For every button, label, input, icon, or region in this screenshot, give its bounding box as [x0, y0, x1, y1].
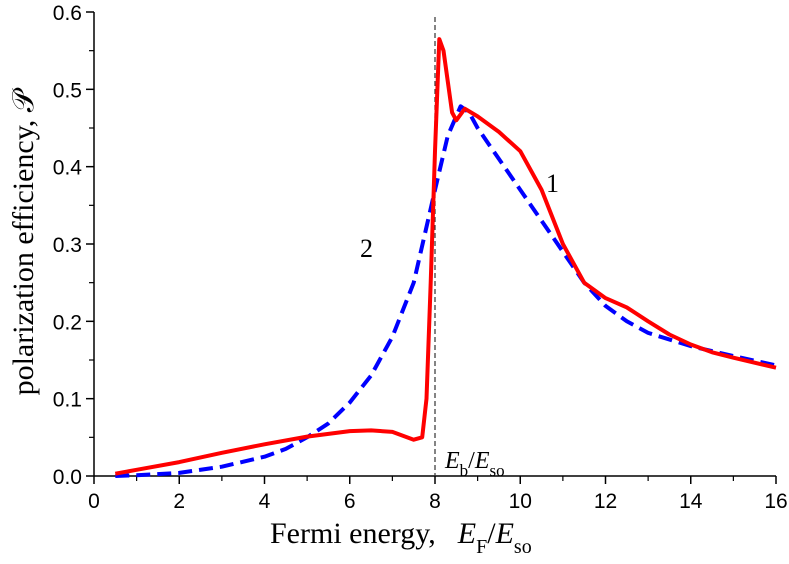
series-2-line	[115, 104, 777, 478]
x-tick-label: 16	[764, 490, 787, 513]
y-tick-label: 0.4	[53, 157, 83, 180]
y-tick-label: 0.6	[53, 2, 82, 25]
y-axis-label: polarization efficiency, 𝒫	[7, 87, 40, 395]
x-tick-label: 10	[509, 490, 532, 513]
y-tick-label: 0.1	[53, 389, 82, 412]
x-tick-label: 0	[88, 490, 100, 513]
x-tick-label: 6	[344, 490, 356, 513]
y-tick-label: 0.0	[53, 466, 82, 489]
y-tick-label: 0.2	[53, 311, 82, 334]
x-tick-label: 2	[173, 490, 185, 513]
y-tick-label: 0.3	[53, 234, 82, 257]
x-axis-label: Fermi energy, EF/Eso	[270, 517, 532, 558]
series-label-2: 2	[360, 234, 373, 263]
series-1-line	[114, 37, 777, 476]
y-tick-label: 0.5	[53, 79, 82, 102]
x-tick-label: 14	[679, 490, 703, 513]
x-tick-label: 4	[259, 490, 271, 513]
x-tick-label: 8	[429, 490, 441, 513]
x-tick-label: 12	[594, 490, 617, 513]
series-label-1: 1	[546, 169, 559, 198]
vline-label: Eb/Eso	[444, 448, 505, 480]
